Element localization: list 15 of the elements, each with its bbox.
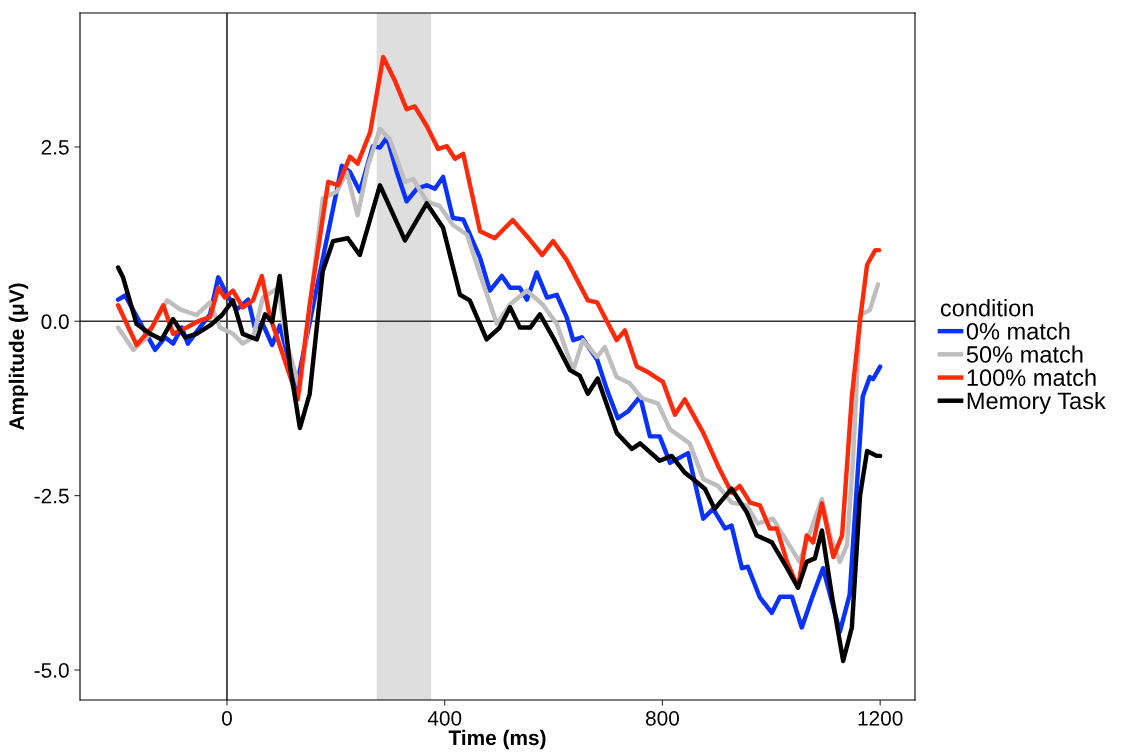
legend-label: 0% match [966,322,1070,340]
y-tick-label: -5.0 [34,663,69,678]
y-tick-label: -2.5 [34,488,69,504]
y-axis-title: Amplitude (μV) [8,283,29,431]
legend-label: 100% match [967,368,1096,387]
x-tick-label: 800 [645,710,679,726]
x-tick-label: 0 [221,710,232,726]
y-tick-label: 0.0 [41,314,69,330]
x-tick-label: 400 [427,710,462,726]
legend-label: Memory Task [967,391,1106,414]
legend-title: condition [940,299,1033,317]
x-axis-title: Time (ms) [448,729,546,750]
y-tick-label: 2.5 [41,139,69,155]
x-tick-label: 1200 [858,710,903,726]
legend-label: 50% match [966,345,1083,363]
